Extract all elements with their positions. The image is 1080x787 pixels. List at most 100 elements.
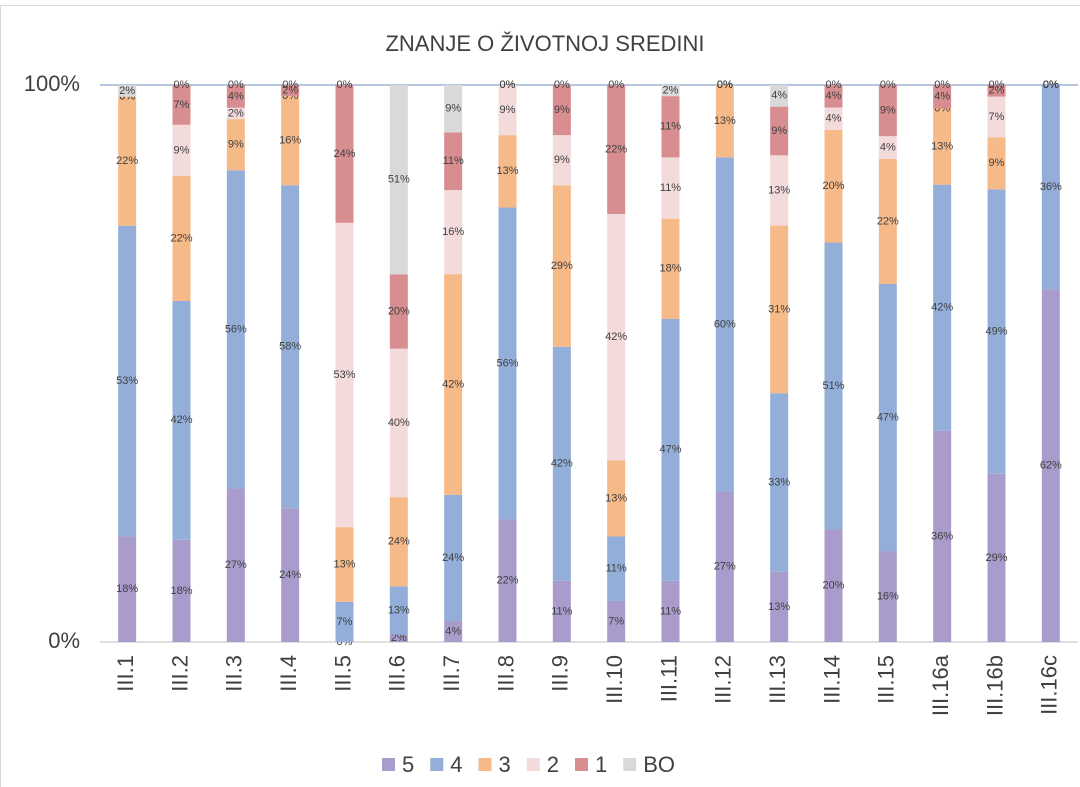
data-label: 0% [608,79,624,91]
bar-segment [661,157,680,219]
legend-label: 3 [499,752,511,777]
data-label: 42% [170,414,192,426]
bar-segment [226,119,245,171]
bar-segment [607,213,626,461]
bar-segment [770,106,789,156]
data-label: 51% [388,174,410,186]
data-label: 40% [388,417,410,429]
data-label: 42% [605,331,627,343]
data-label: 0% [337,79,353,91]
data-label: 13% [768,184,790,196]
bar-segment [770,225,789,394]
x-tick-label: III.9 [548,655,573,692]
data-label: 0% [500,79,516,91]
bar-segment [444,190,463,275]
x-tick-label: III.5 [330,655,355,692]
bar-segment [607,600,626,642]
data-label: 2% [391,632,407,644]
bar-segment [172,175,191,301]
bar-segment [987,473,1006,642]
legend-swatch [382,758,395,771]
bar-segment [1041,289,1060,642]
bar-segment [281,508,300,642]
bar-segment [498,207,517,520]
data-label: 9% [500,104,516,116]
legend-label: 4 [450,752,462,777]
bar-segment [1041,85,1060,290]
bar-segment [118,225,137,537]
data-label: 51% [822,380,844,392]
x-tick-label: III.3 [222,655,247,692]
bar-segment [552,135,571,186]
bar-segment [281,96,300,186]
data-label: 9% [228,139,244,151]
bar-segment [389,497,408,587]
data-label: 20% [822,580,844,592]
bar-segment [552,185,571,347]
data-label: 13% [496,165,518,177]
data-label: 16% [877,590,899,602]
data-label: 7% [337,616,353,628]
data-label: 53% [116,375,138,387]
x-tick-label: III.16a [928,654,953,716]
chart-title: ZNANJE O ŽIVOTNOJ SREDINI [385,31,704,56]
bar-segment [987,85,1006,97]
bar-segment [226,488,245,642]
legend-swatch [526,758,540,771]
data-label: 2% [228,107,244,119]
data-label: 22% [605,143,627,155]
legend-swatch [430,758,444,771]
data-label: 24% [279,569,301,581]
data-label: 53% [333,369,355,381]
data-label: 29% [985,552,1007,564]
bar-segment [824,130,843,243]
bar-segment [498,135,517,208]
bar-segment [498,85,517,136]
data-label: 42% [442,378,464,390]
x-tick-label: III.15 [874,655,899,704]
data-label: 4% [228,90,244,102]
data-label: 2% [989,85,1005,97]
x-tick-label: III.11 [656,655,681,702]
bar-segment [389,85,408,275]
data-label: 60% [714,318,736,330]
x-tick-label: III.16c [1037,655,1062,715]
data-label: 0% [500,79,516,91]
data-label: 22% [170,232,192,244]
data-label: 2% [282,84,298,96]
data-label: 0% [554,79,570,91]
x-tick-label: III.1 [113,655,138,692]
bar-segment [878,551,897,642]
bar-segment [770,85,789,107]
data-label: 36% [931,530,953,542]
bar-segment [878,158,897,284]
data-label: 13% [931,140,953,152]
bar-segment [389,348,408,498]
bar-segment [444,620,463,642]
data-label: 27% [225,559,247,571]
data-label: 0% [717,79,733,91]
data-label: 13% [768,601,790,613]
data-label: 4% [826,90,842,102]
x-tick-label: III.10 [602,655,627,704]
bar-segment [824,107,843,131]
data-label: 0% [989,79,1005,91]
bar-segment [987,96,1006,138]
x-tick-label: III.13 [765,655,790,704]
bar-segment [389,634,408,642]
bar-segment [444,274,463,495]
data-label: 9% [989,157,1005,169]
legend-label: 1 [595,752,607,777]
bar-segment [389,274,408,349]
bar-segment [933,85,952,109]
data-label: 0% [174,79,190,91]
data-label: 13% [333,558,355,570]
data-label: 4% [445,625,461,637]
bar-segment [552,580,571,642]
bar-segment [335,85,354,223]
bar-segment [281,85,300,97]
data-label: 4% [826,113,842,125]
y-tick-label: 0% [48,628,80,653]
data-label: 4% [771,90,787,102]
legend-label: 2 [547,752,559,777]
